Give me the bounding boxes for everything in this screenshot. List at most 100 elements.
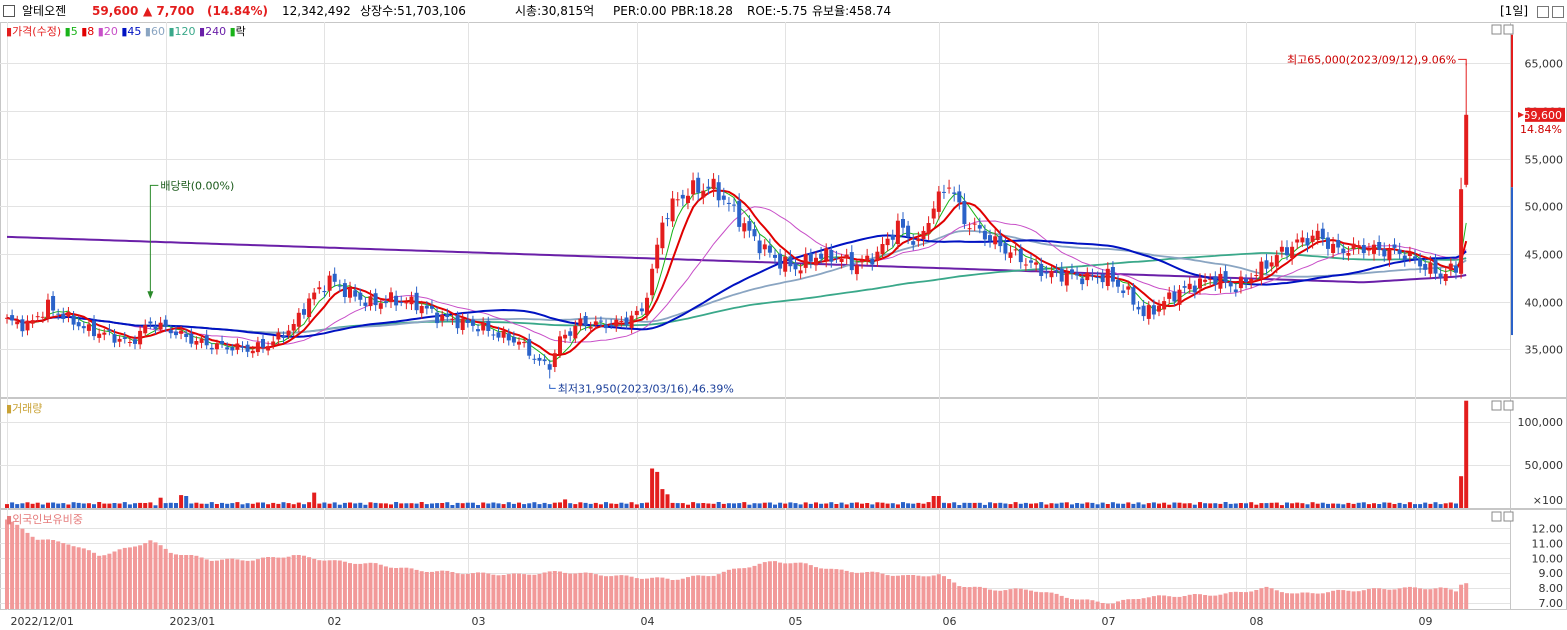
x-tick-label: 05 (789, 615, 803, 628)
price-panel (0, 22, 1567, 398)
foreign-bar (926, 576, 931, 609)
foreign-bar (322, 560, 327, 609)
candle-body (993, 236, 998, 245)
volume-bar (629, 502, 634, 508)
volume-bar (1105, 504, 1110, 508)
foreign-bar (1254, 590, 1259, 609)
candle-body (680, 194, 685, 199)
candle-body (404, 302, 409, 304)
volume-bar (255, 502, 260, 508)
volume-bar (271, 502, 276, 508)
volume-bar (337, 504, 342, 508)
candle-body (363, 302, 368, 306)
volume-bar (1433, 502, 1438, 508)
candle-body (286, 330, 291, 336)
foreign-bar (1126, 599, 1131, 609)
volume-bar (430, 503, 434, 508)
foreign-bar (1413, 587, 1417, 609)
foreign-bar (732, 568, 736, 609)
foreign-bar (1238, 592, 1243, 609)
foreign-bar (517, 573, 521, 609)
candle-body (97, 333, 102, 338)
volume-value: 12,342,492 (282, 4, 351, 18)
volume-bar (568, 503, 573, 508)
candle-body (322, 291, 327, 293)
foreign-bar (1300, 592, 1305, 609)
candle-body (793, 263, 798, 270)
ma8-legend: 8 (87, 25, 95, 38)
candle-body (972, 223, 977, 225)
candle-body (819, 253, 824, 259)
candle-body (1433, 259, 1438, 274)
candle-body (947, 187, 952, 189)
close-icon[interactable] (1552, 6, 1564, 18)
restore-icon[interactable] (1537, 6, 1549, 18)
volume-panel (0, 398, 1567, 509)
candle-body (732, 204, 736, 206)
volume-bar (875, 502, 880, 508)
volume-bar (604, 502, 608, 508)
volume-bar (1167, 504, 1172, 508)
x-tick-label: 07 (1102, 615, 1116, 628)
foreign-bar (353, 563, 358, 609)
volume-bar (363, 504, 368, 508)
candle-body (1172, 291, 1177, 302)
volume-bar (225, 503, 230, 508)
dividend-arrow (147, 291, 154, 299)
foreign-y-tick: 11.00 (1532, 537, 1564, 550)
candle-body (1029, 260, 1033, 263)
candle-body (860, 260, 864, 263)
volume-bar (1187, 503, 1192, 508)
candle-body (409, 296, 414, 305)
candle-body (880, 244, 885, 255)
foreign-bar (214, 560, 219, 609)
candle-body (1116, 280, 1120, 287)
stock-name[interactable]: 알테오젠 (22, 4, 67, 18)
candle-body (332, 273, 337, 282)
foreign-bar (1392, 589, 1397, 609)
volume-bar (1141, 504, 1146, 508)
x-tick-label: 09 (1419, 615, 1433, 628)
foreign-bar (1141, 598, 1146, 609)
chart-canvas[interactable]: 2022/12/01 2023/01 02 03 04 05 06 07 08 09 35,000 4… (0, 22, 1567, 630)
volume-bar (204, 503, 209, 508)
candle-body (46, 299, 50, 319)
candle-body (890, 234, 895, 240)
period-selector[interactable]: [1일] (1500, 4, 1529, 18)
volume-bar (998, 502, 1003, 508)
foreign-bar (650, 577, 655, 609)
volume-bar (1454, 503, 1458, 508)
foreign-bar (1295, 593, 1300, 609)
axis-range-bar-down (1511, 187, 1513, 336)
volume-bar (1305, 504, 1310, 508)
candle-body (1372, 244, 1376, 254)
volume-bar (486, 503, 491, 508)
foreign-bar (1044, 592, 1049, 609)
candle-body (696, 177, 701, 193)
volume-bar (76, 502, 81, 508)
foreign-bar (655, 577, 660, 609)
foreign-bar (1433, 588, 1438, 609)
foreign-bar (814, 567, 818, 609)
foreign-bar (1361, 590, 1366, 609)
roe-value: ROE:-5.75 (747, 4, 808, 18)
foreign-bar (1315, 593, 1320, 609)
candle-body (143, 325, 148, 334)
candle-body (788, 256, 793, 267)
candle-body (230, 347, 235, 351)
volume-bar (1018, 503, 1023, 508)
volume-bar (404, 503, 409, 508)
candle-body (563, 334, 568, 339)
select-checkbox[interactable] (3, 5, 15, 17)
candle-body (1264, 260, 1269, 269)
foreign-bar (1428, 589, 1433, 609)
volume-bar (936, 496, 941, 508)
axis-range-bar-up (1511, 34, 1513, 188)
candle-body (716, 182, 721, 201)
candle-body (1228, 282, 1233, 287)
candle-body (281, 336, 286, 338)
foreign-bar (424, 572, 429, 609)
foreign-bar (1269, 588, 1274, 609)
foreign-bar (1059, 595, 1064, 609)
volume-bar (542, 502, 547, 508)
